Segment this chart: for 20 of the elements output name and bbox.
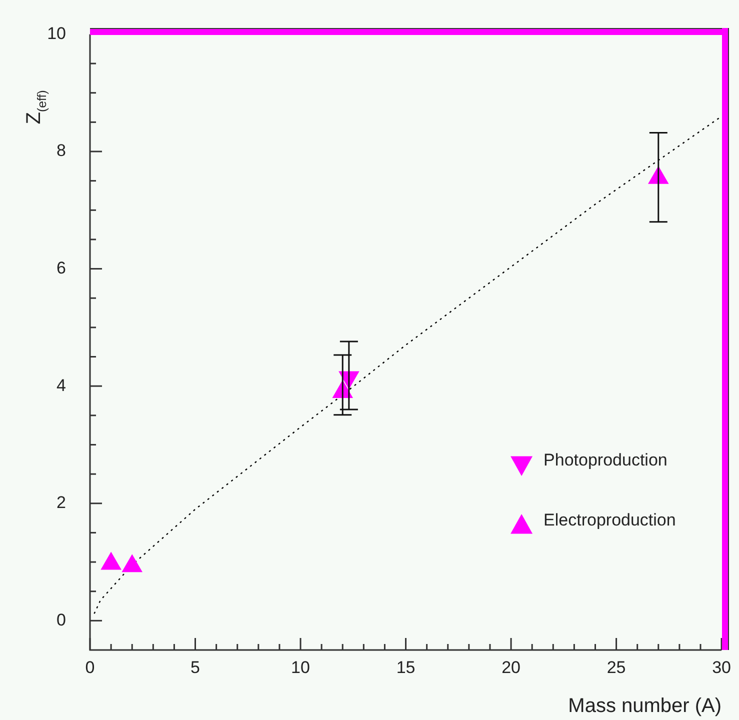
line-series [94, 116, 722, 614]
x-tick-label: 10 [291, 658, 310, 677]
y-tick-label: 10 [47, 24, 66, 43]
x-tick-label: 0 [85, 658, 95, 677]
x-tick-label: 25 [606, 658, 626, 677]
y-tick-label: 2 [56, 493, 66, 512]
x-axis-title: Mass number (A) [568, 695, 722, 717]
y-tick-label: 8 [56, 141, 66, 160]
point [101, 552, 122, 570]
legend-label: Photoproduction [544, 450, 668, 470]
x-tick-label: 5 [190, 658, 200, 677]
x-tick-label: 15 [396, 658, 416, 677]
y-tick-label: 4 [56, 376, 66, 395]
x-tick-label: 20 [502, 658, 520, 677]
y-tick-label: 6 [56, 258, 66, 278]
y-tick-label: 0 [56, 610, 66, 630]
legend-label: Electroproduction [544, 510, 676, 530]
point [122, 554, 142, 572]
x-tick-label: 30 [712, 658, 732, 677]
y-axis-title: Z(eff) [23, 90, 49, 124]
